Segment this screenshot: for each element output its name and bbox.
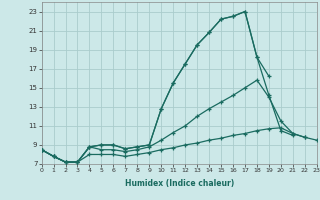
X-axis label: Humidex (Indice chaleur): Humidex (Indice chaleur)	[124, 179, 234, 188]
